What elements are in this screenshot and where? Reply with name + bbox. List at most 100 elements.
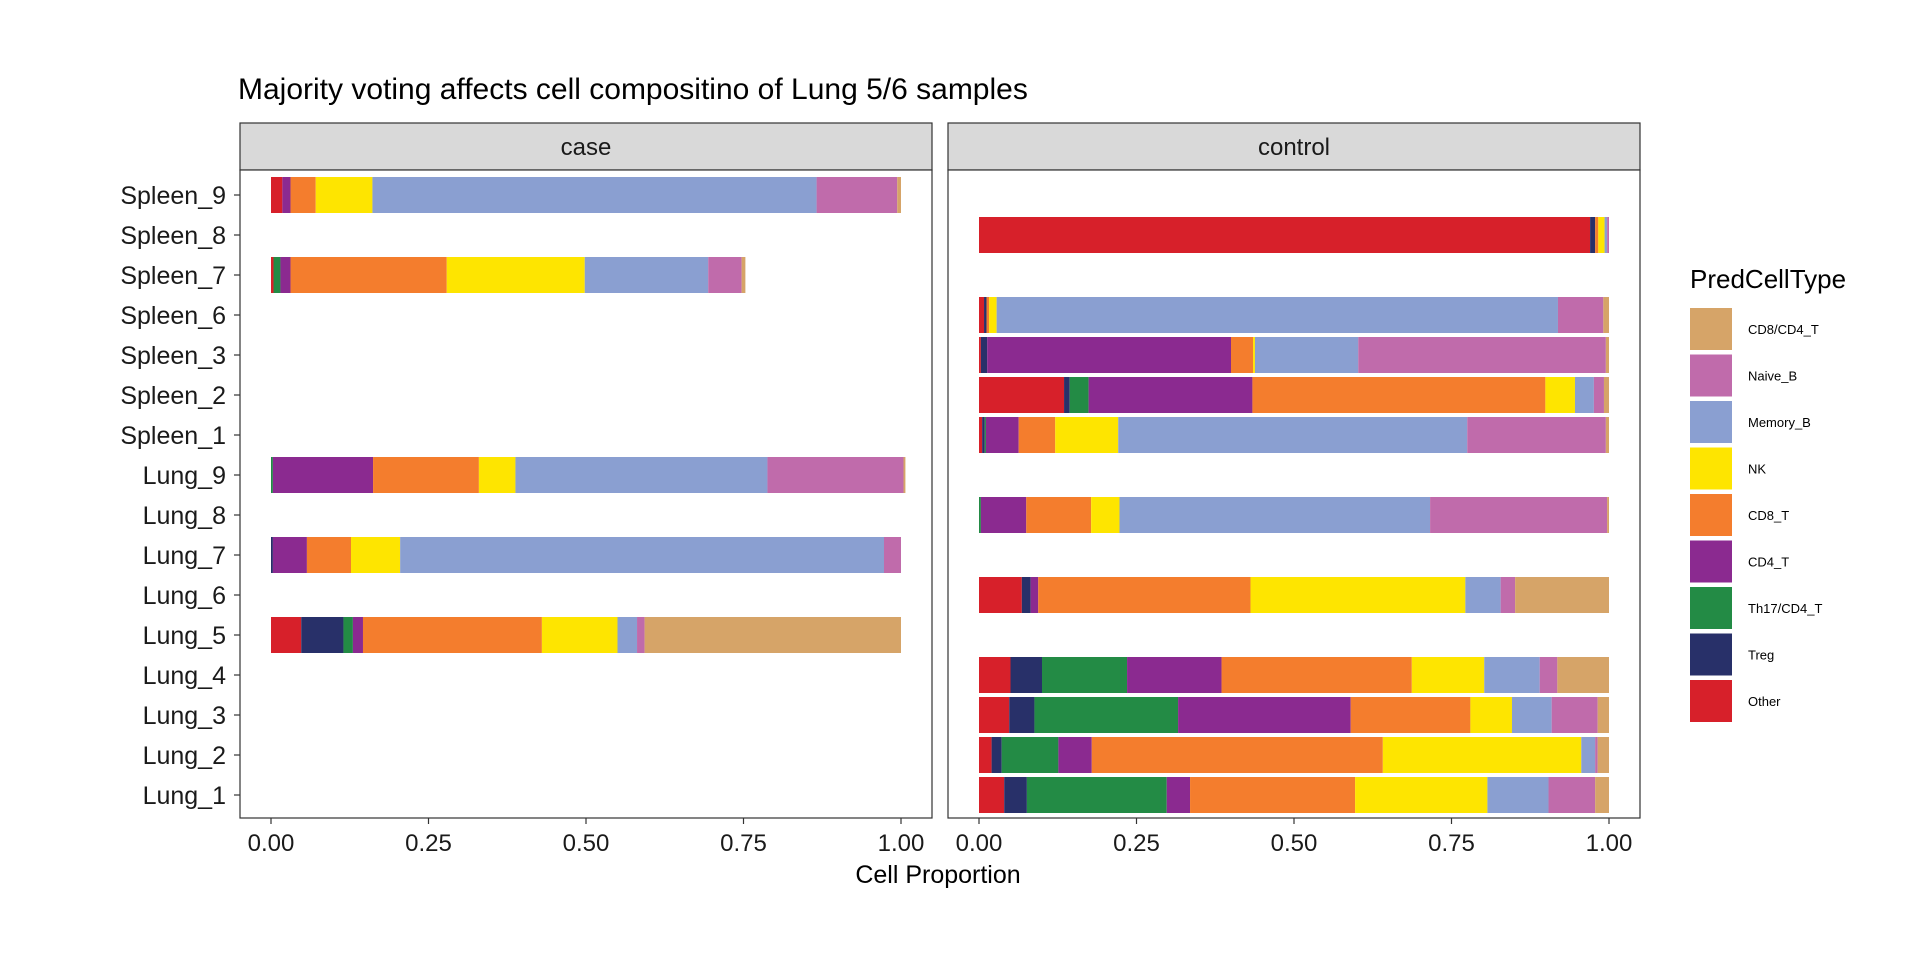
bar-segment: [1551, 697, 1598, 733]
legend-swatch: [1690, 308, 1732, 350]
bar-segment: [1252, 377, 1546, 413]
bar-segment: [1467, 417, 1606, 453]
bar-segment: [1254, 337, 1359, 373]
bar-segment: [986, 297, 990, 333]
x-tick-label: 0.00: [956, 830, 1003, 857]
bar-segment: [1607, 217, 1609, 253]
bar-segment: [315, 177, 373, 213]
legend-label: Memory_B: [1748, 415, 1811, 430]
bar-segment: [1001, 737, 1059, 773]
x-tick-label: 0.50: [563, 830, 610, 857]
bar-segment: [1511, 697, 1552, 733]
bar-segment: [979, 417, 983, 453]
bar-segment: [584, 257, 709, 293]
bar-segment: [373, 457, 479, 493]
bar-segment: [290, 257, 447, 293]
bar-segment: [1595, 217, 1599, 253]
legend-item: NK: [1690, 447, 1766, 490]
facet-case: case 0.00 0.25 0.50 0.75 1.00: [239, 122, 933, 857]
chart-title: Majority voting affects cell compositino…: [238, 73, 1028, 106]
bar-segment: [637, 617, 645, 653]
bar-segment: [979, 737, 992, 773]
bar-segment: [1030, 577, 1039, 613]
bar-segment: [1034, 697, 1179, 733]
legend-items: CD8/CD4_T Naive_B Memory_B NK CD8_T CD4_T Th17…: [1690, 308, 1822, 722]
legend-label: CD8_T: [1748, 508, 1789, 523]
bar-segment: [372, 177, 817, 213]
bar-segment: [1465, 577, 1501, 613]
bar-segment: [1603, 297, 1609, 333]
bar-segment: [996, 297, 1558, 333]
bar-segment: [987, 337, 1231, 373]
bar-segment: [272, 537, 307, 573]
bar-segment: [1221, 657, 1412, 693]
legend-label: CD4_T: [1748, 555, 1789, 570]
bar-segment: [271, 177, 283, 213]
x-tick-label: 0.25: [1113, 830, 1160, 857]
x-axis-label: Cell Proportion: [855, 861, 1020, 889]
bar-segment: [1253, 337, 1255, 373]
bar-segment: [1355, 777, 1488, 813]
legend-label: Naive_B: [1748, 369, 1797, 384]
legend-item: Treg: [1690, 633, 1774, 676]
bar-segment: [991, 737, 1002, 773]
bar-segment: [272, 457, 374, 493]
bar-segment: [1231, 337, 1254, 373]
bar-segment: [644, 617, 901, 653]
bar-segment: [1557, 657, 1609, 693]
bar-segment: [1515, 577, 1609, 613]
legend-label: Other: [1748, 694, 1781, 709]
legend-label: CD8/CD4_T: [1748, 322, 1819, 337]
legend-label: NK: [1748, 462, 1766, 477]
bar-segment: [1091, 497, 1120, 533]
bar-segment: [617, 617, 638, 653]
bar-segment: [1127, 657, 1222, 693]
bar-segment: [708, 257, 742, 293]
bar-segment: [1064, 377, 1070, 413]
x-tick-label: 0.25: [405, 830, 452, 857]
y-tick-label: Spleen_3: [120, 342, 226, 370]
bar-segment: [271, 457, 273, 493]
legend-label: Th17/CD4_T: [1748, 601, 1822, 616]
bar-segment: [979, 777, 1005, 813]
x-tick-label: 1.00: [878, 830, 925, 857]
bar-segment: [979, 497, 981, 533]
bar-segment: [1358, 337, 1606, 373]
bar-segment: [1190, 777, 1356, 813]
facet-control: control 0.00 0.25 0.50 0.75 1.00: [947, 122, 1641, 857]
bar-segment: [979, 297, 985, 333]
bar-segment: [515, 457, 768, 493]
bar-segment: [400, 537, 884, 573]
y-tick-label: Lung_7: [143, 542, 226, 570]
bar-segment: [1470, 697, 1512, 733]
bar-segment: [979, 337, 981, 373]
y-tick-label: Lung_9: [143, 462, 226, 490]
facet-strip: [239, 122, 933, 171]
bar-segment: [1026, 497, 1092, 533]
bar-segment: [1178, 697, 1351, 733]
y-tick-label: Lung_1: [143, 782, 226, 810]
bar-segment: [362, 617, 542, 653]
bar-segment: [290, 177, 316, 213]
y-tick-label: Spleen_8: [120, 222, 226, 250]
bar-segment: [979, 697, 1010, 733]
bar-segment: [343, 617, 353, 653]
bar-segment: [979, 377, 1065, 413]
bar-segment: [1607, 497, 1609, 533]
bar-segment: [352, 617, 363, 653]
bar-segment: [1593, 377, 1604, 413]
bar-segment: [979, 217, 1591, 253]
bar-segment: [883, 537, 901, 573]
bar-segment: [282, 177, 291, 213]
facet-strip-label: control: [1258, 134, 1330, 161]
legend-item: Th17/CD4_T: [1690, 587, 1822, 629]
bar-segment: [446, 257, 585, 293]
bar-segment: [1021, 577, 1031, 613]
bar-segment: [301, 617, 344, 653]
legend-item: Memory_B: [1690, 401, 1811, 443]
bar-segment: [897, 177, 901, 213]
bar-segment: [980, 497, 1027, 533]
legend-item: Other: [1690, 680, 1781, 722]
bar-segment: [280, 257, 291, 293]
